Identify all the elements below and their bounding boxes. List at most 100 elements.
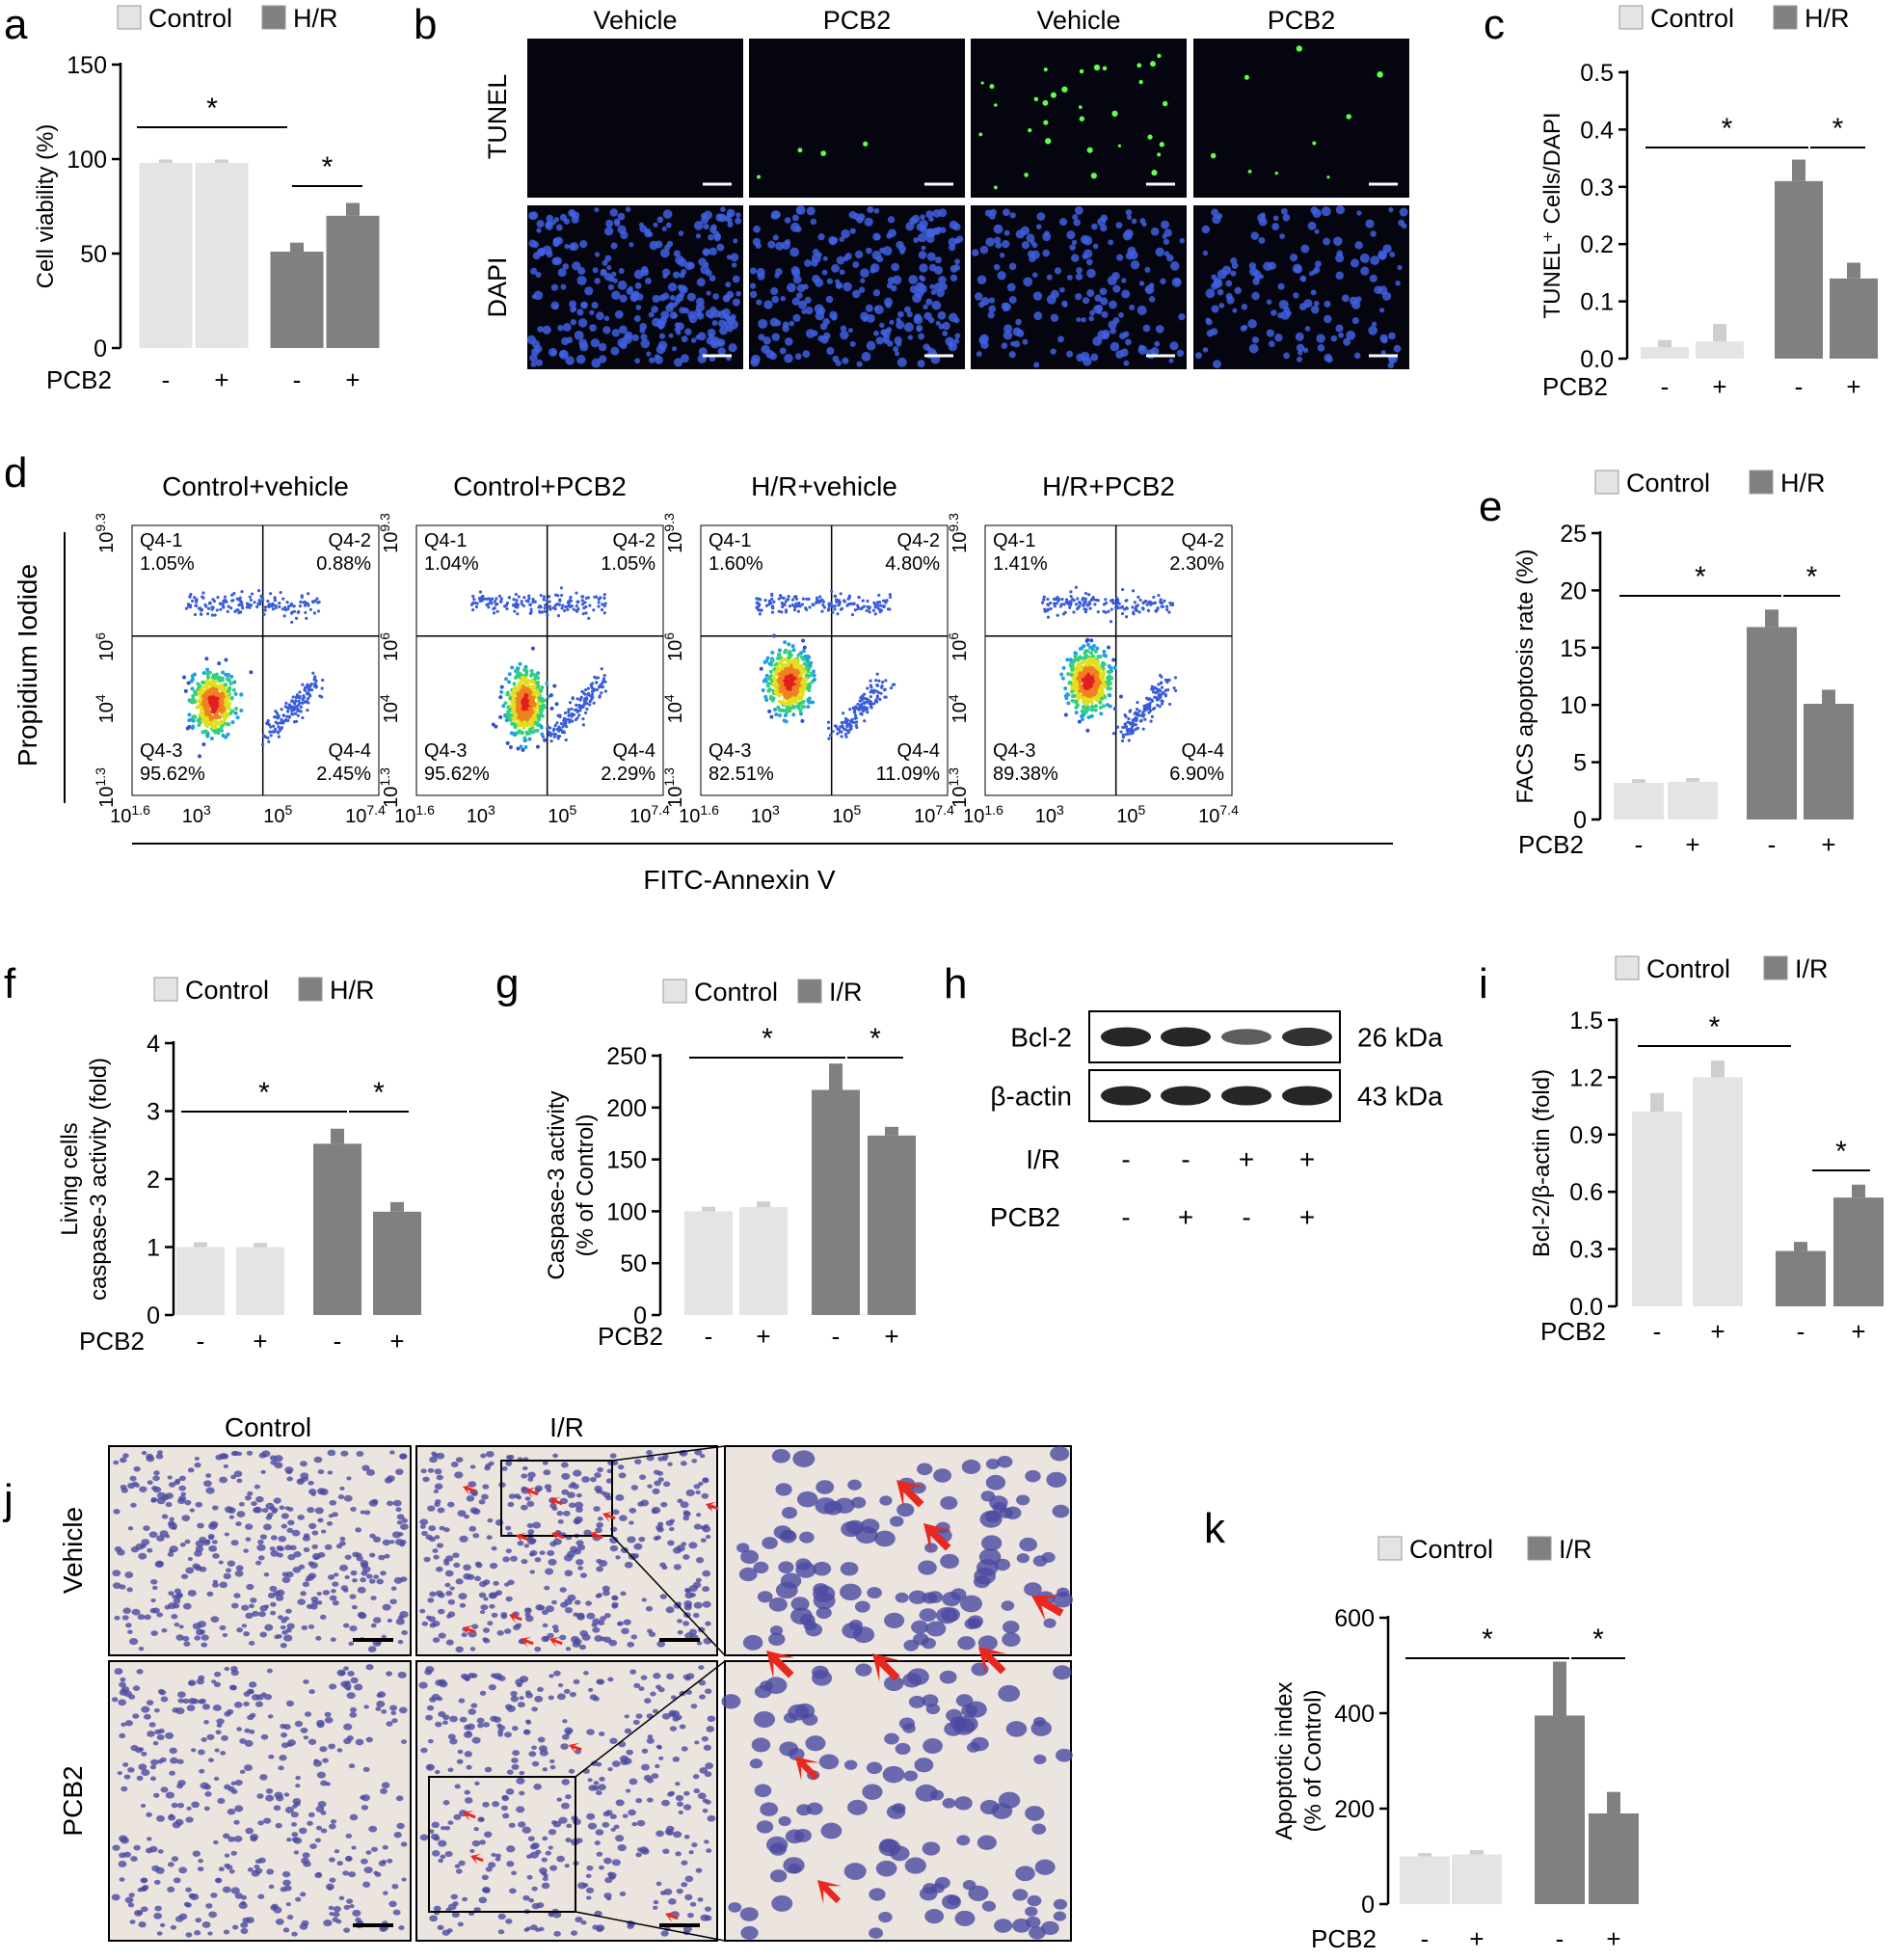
dapi-nucleus (537, 326, 544, 333)
event-point (297, 609, 301, 614)
event-point (1143, 600, 1147, 604)
dapi-nucleus (1369, 274, 1377, 282)
dapi-nucleus (639, 327, 646, 334)
event-point (772, 600, 776, 604)
dapi-nucleus (1360, 266, 1370, 276)
quadrant-name: Q4-3 (709, 740, 751, 762)
error-bar (702, 1208, 715, 1212)
event-point (266, 599, 270, 604)
event-point (884, 601, 888, 604)
dapi-nucleus (937, 310, 947, 320)
event-point (1160, 601, 1164, 604)
dapi-nucleus (1144, 266, 1151, 273)
event-point (1088, 651, 1093, 656)
cell-nucleus (352, 1578, 358, 1583)
event-point (841, 724, 844, 728)
event-point (1094, 678, 1099, 683)
cell-nucleus (140, 1544, 147, 1548)
event-point (787, 598, 790, 602)
dapi-nucleus (1378, 308, 1385, 313)
dapi-nucleus (653, 222, 658, 228)
dapi-nucleus (711, 320, 718, 327)
dapi-nucleus (1100, 214, 1109, 223)
bar (1693, 1077, 1743, 1306)
flow-y-tick-label: 101.3 (93, 767, 118, 808)
cell-nucleus (233, 1593, 241, 1598)
legend-label: H/R (1805, 4, 1850, 33)
event-point (769, 714, 774, 719)
y-tick-label: 0.1 (1580, 289, 1614, 316)
dapi-nucleus (598, 342, 607, 352)
dapi-nucleus (1377, 250, 1387, 260)
flow-y-tick-exponent: 1.3 (93, 767, 108, 787)
cell-nucleus (388, 1540, 395, 1544)
y-axis-label: (% of Control) (1300, 1689, 1326, 1832)
event-point (789, 673, 794, 678)
protein-band (1282, 1027, 1332, 1047)
dapi-nucleus (678, 284, 687, 293)
cell-nucleus (300, 1591, 307, 1597)
cell-nucleus (397, 1639, 404, 1645)
dapi-nucleus (1201, 225, 1211, 234)
dapi-nucleus (619, 325, 628, 335)
error-bar (1553, 1663, 1566, 1716)
legend-swatch-control (1615, 955, 1640, 980)
dapi-nucleus (1251, 291, 1260, 301)
event-point (580, 690, 584, 694)
event-point (773, 689, 778, 694)
event-point (820, 609, 824, 613)
event-point (845, 604, 849, 607)
event-point (524, 669, 529, 674)
event-point (574, 717, 577, 722)
quadrant-name: Q4-4 (329, 740, 371, 762)
event-point (298, 695, 302, 699)
dapi-nucleus (1121, 278, 1127, 283)
cell-nucleus (201, 1642, 208, 1648)
pcb2-sign: - (334, 1327, 342, 1356)
dapi-nucleus (897, 310, 904, 318)
event-point (520, 710, 524, 714)
quadrant-percent: 11.09% (876, 764, 941, 785)
event-point (299, 600, 303, 604)
event-point (209, 722, 214, 727)
dapi-nucleus (732, 275, 740, 283)
flow-x-tick-exponent: 3 (772, 802, 780, 818)
dapi-nucleus (971, 249, 979, 256)
event-point (802, 705, 807, 710)
event-point (308, 693, 312, 698)
dapi-nucleus (1343, 337, 1351, 346)
cell-nucleus (125, 1623, 132, 1628)
tunel-positive-cell (1102, 66, 1108, 71)
event-point (1101, 704, 1106, 709)
dapi-nucleus (1258, 236, 1266, 244)
dapi-nucleus (849, 228, 856, 234)
cell-nucleus (219, 1581, 228, 1589)
dapi-nucleus (1010, 340, 1016, 347)
protein-band (1161, 1027, 1211, 1047)
event-point (773, 708, 778, 712)
event-point (1089, 713, 1094, 718)
dapi-nucleus (993, 224, 1003, 234)
event-point (191, 724, 196, 729)
dapi-nucleus (864, 217, 873, 227)
dapi-nucleus (840, 330, 849, 340)
dapi-nucleus (535, 271, 542, 279)
bar (812, 1089, 860, 1315)
cell-nucleus (327, 1470, 334, 1475)
cell-nucleus (230, 1451, 238, 1457)
event-point (569, 595, 573, 600)
dapi-nucleus (1247, 318, 1257, 329)
dapi-nucleus (852, 261, 860, 268)
event-point (600, 685, 603, 688)
event-point (869, 679, 872, 683)
event-point (840, 606, 844, 610)
event-point (830, 589, 834, 593)
pcb2-sign: + (253, 1327, 267, 1356)
dapi-nucleus (1050, 348, 1056, 355)
event-point (1069, 595, 1073, 599)
dapi-nucleus (1302, 347, 1309, 354)
bar (1452, 1854, 1502, 1904)
dapi-nucleus (1116, 254, 1124, 261)
event-point (201, 671, 206, 676)
event-point (539, 709, 544, 713)
